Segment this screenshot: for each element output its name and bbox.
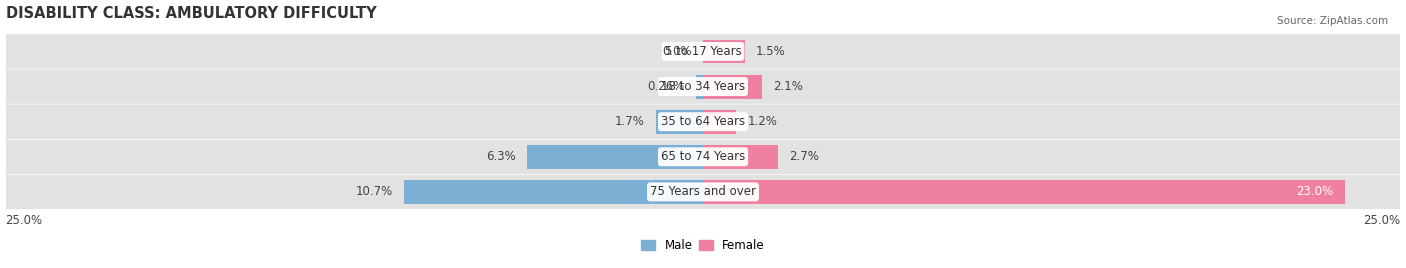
Bar <box>703 40 745 64</box>
Bar <box>703 145 779 169</box>
Text: 5 to 17 Years: 5 to 17 Years <box>665 45 741 58</box>
Text: 10.7%: 10.7% <box>356 185 394 198</box>
Text: 25.0%: 25.0% <box>6 214 42 227</box>
Text: DISABILITY CLASS: AMBULATORY DIFFICULTY: DISABILITY CLASS: AMBULATORY DIFFICULTY <box>6 6 377 21</box>
Bar <box>405 180 703 204</box>
Bar <box>703 180 1344 204</box>
FancyBboxPatch shape <box>0 34 1406 69</box>
Text: 23.0%: 23.0% <box>1296 185 1333 198</box>
Legend: Male, Female: Male, Female <box>637 235 769 257</box>
Text: 75 Years and over: 75 Years and over <box>650 185 756 198</box>
FancyBboxPatch shape <box>0 175 1406 209</box>
Text: 1.5%: 1.5% <box>756 45 786 58</box>
Text: 2.7%: 2.7% <box>790 150 820 163</box>
Text: 1.7%: 1.7% <box>614 115 644 128</box>
FancyBboxPatch shape <box>0 105 1406 139</box>
Bar <box>703 75 762 99</box>
Text: 0.0%: 0.0% <box>662 45 692 58</box>
Text: 25.0%: 25.0% <box>1364 214 1400 227</box>
Text: 0.26%: 0.26% <box>647 80 685 93</box>
Bar <box>655 110 703 134</box>
Bar <box>527 145 703 169</box>
Text: 18 to 34 Years: 18 to 34 Years <box>661 80 745 93</box>
Text: 65 to 74 Years: 65 to 74 Years <box>661 150 745 163</box>
Text: Source: ZipAtlas.com: Source: ZipAtlas.com <box>1277 16 1388 26</box>
Text: 6.3%: 6.3% <box>486 150 516 163</box>
Text: 1.2%: 1.2% <box>748 115 778 128</box>
FancyBboxPatch shape <box>0 140 1406 174</box>
Bar <box>696 75 703 99</box>
Text: 2.1%: 2.1% <box>773 80 803 93</box>
FancyBboxPatch shape <box>0 69 1406 104</box>
Bar <box>703 110 737 134</box>
Text: 35 to 64 Years: 35 to 64 Years <box>661 115 745 128</box>
